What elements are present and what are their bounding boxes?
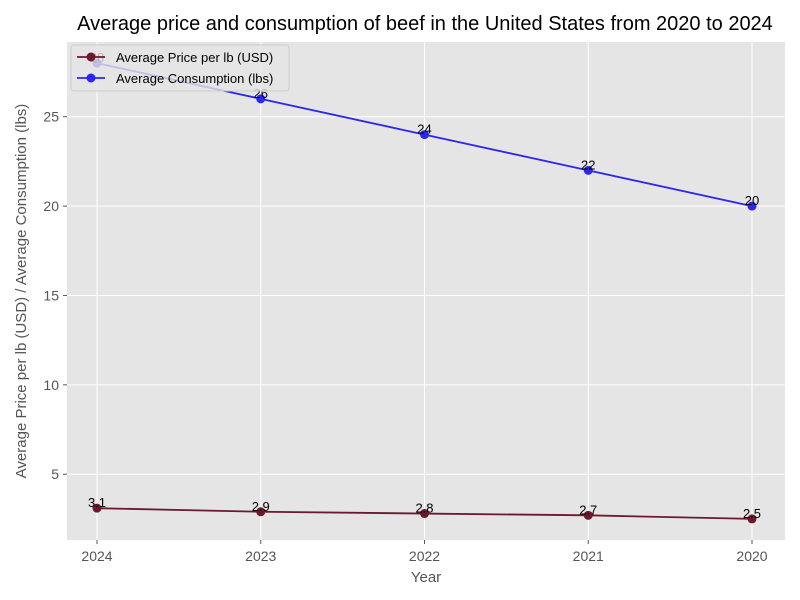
data-point (92, 503, 102, 513)
data-label: 20 (745, 193, 759, 208)
series-layer: 3.12.92.82.72.52826242220 (88, 50, 761, 524)
y-tick-label: 25 (43, 109, 59, 125)
data-point (583, 165, 593, 175)
legend-marker (86, 52, 96, 62)
gridlines (67, 42, 785, 540)
data-point (747, 201, 757, 211)
data-point (747, 514, 757, 524)
data-point (583, 510, 593, 520)
x-axis-label: Year (411, 569, 441, 586)
y-tick-label: 20 (43, 198, 59, 214)
data-label: 24 (417, 122, 431, 137)
data-label: 2.9 (252, 499, 270, 514)
x-tick-label: 2020 (736, 548, 767, 564)
chart-title: Average price and consumption of beef in… (77, 13, 773, 35)
data-point (420, 130, 429, 140)
data-label: 3.1 (88, 495, 106, 510)
y-tick-label: 15 (43, 287, 59, 303)
x-tick-label: 2023 (245, 548, 276, 564)
y-axis-label: Average Price per lb (USD) / Average Con… (13, 104, 30, 479)
legend-label: Average Consumption (lbs) (116, 71, 273, 86)
x-tick-label: 2021 (573, 548, 604, 564)
plot-area (67, 42, 785, 540)
data-label: 2.7 (579, 502, 597, 517)
data-point (420, 509, 429, 519)
data-label: 2.8 (415, 501, 433, 516)
legend-box (70, 44, 290, 92)
data-point (256, 94, 266, 104)
x-tick-label: 2024 (81, 548, 112, 564)
legend-marker (86, 73, 96, 83)
data-label: 22 (581, 157, 595, 172)
data-point (256, 507, 266, 517)
y-tick-label: 10 (43, 377, 59, 393)
legend-label: Average Price per lb (USD) (116, 50, 273, 65)
legend: Average Price per lb (USD) Average Consum… (70, 44, 290, 92)
y-tick-label: 5 (51, 466, 59, 482)
data-label: 2.5 (743, 506, 761, 521)
x-tick-label: 2022 (409, 548, 440, 564)
